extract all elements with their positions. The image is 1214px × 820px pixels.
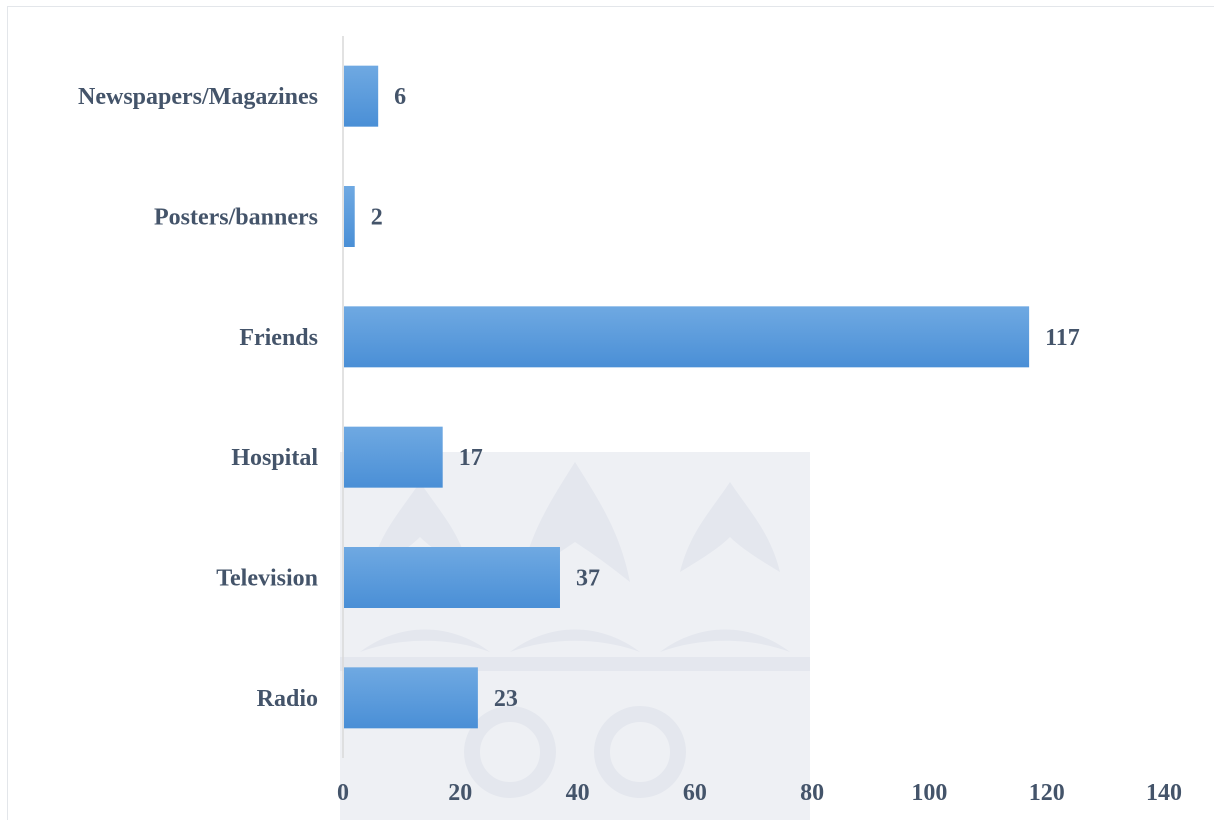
category-label: Radio <box>257 686 318 712</box>
x-tick-label: 20 <box>448 780 472 806</box>
value-label: 117 <box>1045 325 1080 351</box>
value-label: 2 <box>371 205 383 231</box>
category-labels: Newspapers/Magazines Posters/banners Frien… <box>78 84 318 712</box>
x-tick-label: 60 <box>683 780 707 806</box>
x-axis-ticks: 0 20 40 60 80 100 120 140 <box>337 780 1182 806</box>
bar-radio <box>344 667 478 729</box>
category-label: Hospital <box>231 445 318 471</box>
x-tick-label: 140 <box>1146 780 1182 806</box>
value-label: 17 <box>459 445 483 471</box>
value-labels: 6 2 117 17 37 23 <box>371 84 1080 712</box>
value-label: 37 <box>576 566 600 592</box>
x-tick-label: 40 <box>566 780 590 806</box>
bar-friends <box>344 306 1030 368</box>
bar-newspapers-magazines <box>344 65 379 127</box>
bars-group <box>344 65 1030 729</box>
x-tick-label: 120 <box>1029 780 1065 806</box>
chart-frame <box>7 6 1214 820</box>
bar-television <box>344 547 560 608</box>
value-label: 6 <box>394 84 406 110</box>
x-tick-label: 0 <box>337 780 349 806</box>
category-label: Posters/banners <box>154 205 318 231</box>
value-label: 23 <box>494 686 518 712</box>
bar-posters-banners <box>344 186 355 247</box>
x-tick-label: 100 <box>911 780 947 806</box>
bar-hospital <box>344 426 443 488</box>
category-label: Friends <box>239 325 318 351</box>
category-label: Newspapers/Magazines <box>78 84 318 110</box>
x-tick-label: 80 <box>800 780 824 806</box>
category-label: Television <box>216 566 318 592</box>
